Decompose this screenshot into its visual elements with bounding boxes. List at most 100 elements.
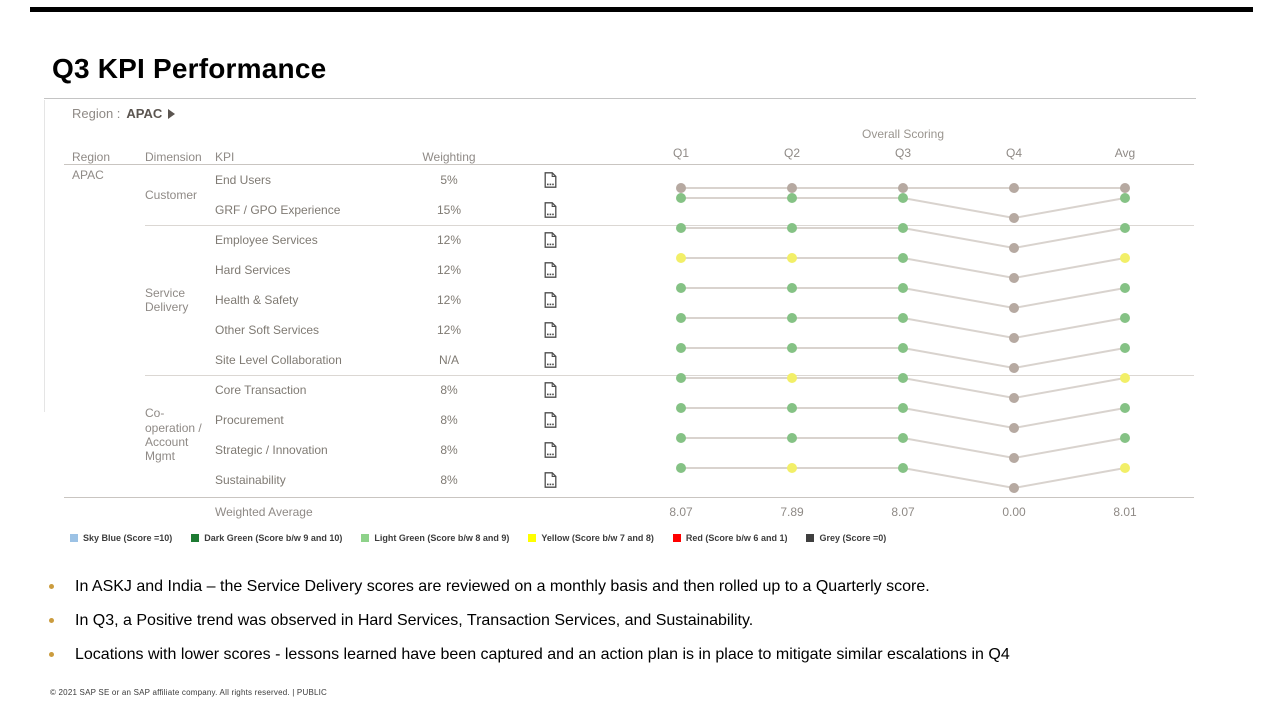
document-icon[interactable] [544,382,557,398]
kpi-sparkline [676,403,1130,433]
legend-label: Yellow (Score b/w 7 and 8) [541,533,654,543]
document-icon-glyph [544,382,557,398]
document-icon[interactable] [544,412,557,428]
weighting-value: N/A [438,353,459,367]
weighted-average-label: Weighted Average [215,505,313,519]
score-dot [898,403,908,413]
kpi-row: Sustainability 8% [44,463,1196,495]
kpi-label: Strategic / Innovation [215,443,328,457]
region-label: Region : [72,106,121,121]
kpi-sparkline [676,223,1130,253]
kpi-sparkline [676,313,1130,343]
kpi-label: Sustainability [215,473,286,487]
bullet-item: Locations with lower scores - lessons le… [47,644,1232,665]
document-icon-glyph [544,322,557,338]
weighting-value: 12% [436,233,462,247]
score-dot [1120,433,1130,443]
score-dot [898,343,908,353]
weighted-average-value: 0.00 [1002,505,1026,519]
weighted-average-value: 7.89 [780,505,804,519]
legend-label: Sky Blue (Score =10) [83,533,173,543]
kpi-sparkline [676,373,1130,403]
score-dot [1120,193,1130,203]
kpi-row: Procurement 8% [44,403,1196,435]
document-icon-glyph [544,472,557,488]
document-icon[interactable] [544,202,557,218]
score-dot [787,313,797,323]
score-legend: Sky Blue (Score =10) Dark Green (Score b/… [70,533,886,543]
legend-item: Grey (Score =0) [806,533,886,543]
column-header-avg: Avg [1114,146,1136,160]
kpi-row: Hard Services 12% [44,253,1196,285]
kpi-sparkline [676,433,1130,463]
dimension-label: Co-operation / Account Mgmt [145,406,202,464]
score-dot [1120,183,1130,193]
score-dot [676,223,686,233]
kpi-label: GRF / GPO Experience [215,203,341,217]
score-dot [787,223,797,233]
score-dot [1120,313,1130,323]
score-dot [898,313,908,323]
score-dot [787,403,797,413]
weighting-value: 8% [440,473,458,487]
bullet-text: In Q3, a Positive trend was observed in … [75,612,754,629]
kpi-label: Health & Safety [215,293,299,307]
region-cell: APAC [72,168,104,182]
weighted-average-value: 8.07 [669,505,693,519]
score-dot [1009,363,1019,373]
column-header-dimension: Dimension [145,150,202,164]
document-icon-glyph [544,262,557,278]
score-dot [676,373,686,383]
region-selector[interactable]: Region : APAC [72,106,176,121]
document-icon[interactable] [544,262,557,278]
score-dot [1120,373,1130,383]
bullet-item: In Q3, a Positive trend was observed in … [47,610,1232,631]
score-dot [787,343,797,353]
score-dot [1009,423,1019,433]
score-dot [898,463,908,473]
title-divider [44,98,1196,99]
score-dot [1009,483,1019,493]
score-dot [1009,243,1019,253]
legend-label: Grey (Score =0) [819,533,887,543]
legend-swatch [528,534,537,542]
legend-label: Red (Score b/w 6 and 1) [685,533,788,543]
dimension-label: Service Delivery [145,285,189,314]
document-icon[interactable] [544,232,557,248]
legend-swatch [361,534,370,542]
column-header-kpi: KPI [215,150,235,164]
kpi-label: Site Level Collaboration [215,353,342,367]
score-dot [676,193,686,203]
score-dot [787,183,797,193]
score-dot [1009,273,1019,283]
score-dot [787,193,797,203]
document-icon[interactable] [544,322,557,338]
score-dot [1120,343,1130,353]
document-icon-glyph [544,172,557,188]
score-dot [676,313,686,323]
dimension-group-divider [145,375,1194,376]
score-dot [676,283,686,293]
kpi-panel: Region : APAC Overall Scoring Region Dim… [44,100,1196,562]
document-icon[interactable] [544,472,557,488]
score-dot [1009,393,1019,403]
document-icon[interactable] [544,292,557,308]
weighting-value: 5% [440,173,458,187]
score-dot [898,373,908,383]
document-icon[interactable] [544,442,557,458]
kpi-row: End Users 5% [44,165,1196,195]
score-dot [787,463,797,473]
score-dot [1009,303,1019,313]
legend-label: Light Green (Score b/w 8 and 9) [374,533,510,543]
legend-swatch [70,534,78,542]
legend-item: Red (Score b/w 6 and 1) [672,533,788,543]
document-icon[interactable] [544,172,557,188]
kpi-sparkline [676,193,1130,223]
region-expand-icon[interactable] [168,108,176,119]
document-icon[interactable] [544,352,557,368]
score-dot [1120,283,1130,293]
kpi-sparkline [676,253,1130,283]
score-dot [1120,223,1130,233]
kpi-row: Health & Safety 12% [44,283,1196,315]
